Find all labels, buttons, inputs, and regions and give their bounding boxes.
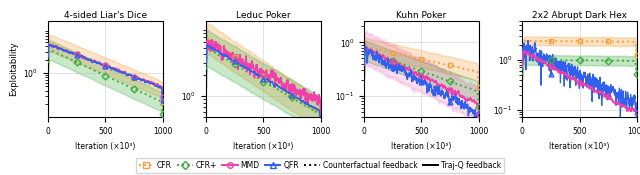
Legend: CFR, CFR+, MMD, QFR, Counterfactual feedback, Traj-Q feedback: CFR, CFR+, MMD, QFR, Counterfactual feed… (136, 158, 504, 173)
X-axis label: Iteration (×10³): Iteration (×10³) (233, 142, 294, 150)
Y-axis label: Exploitability: Exploitability (9, 42, 18, 96)
Title: 4-sided Liar's Dice: 4-sided Liar's Dice (64, 11, 147, 20)
Title: Leduc Poker: Leduc Poker (236, 11, 291, 20)
Title: 2x2 Abrupt Dark Hex: 2x2 Abrupt Dark Hex (532, 11, 627, 20)
X-axis label: Iteration (×10³): Iteration (×10³) (391, 142, 452, 150)
X-axis label: Iteration (×10³): Iteration (×10³) (75, 142, 136, 150)
X-axis label: Iteration (×10³): Iteration (×10³) (549, 142, 610, 150)
Title: Kuhn Poker: Kuhn Poker (396, 11, 447, 20)
